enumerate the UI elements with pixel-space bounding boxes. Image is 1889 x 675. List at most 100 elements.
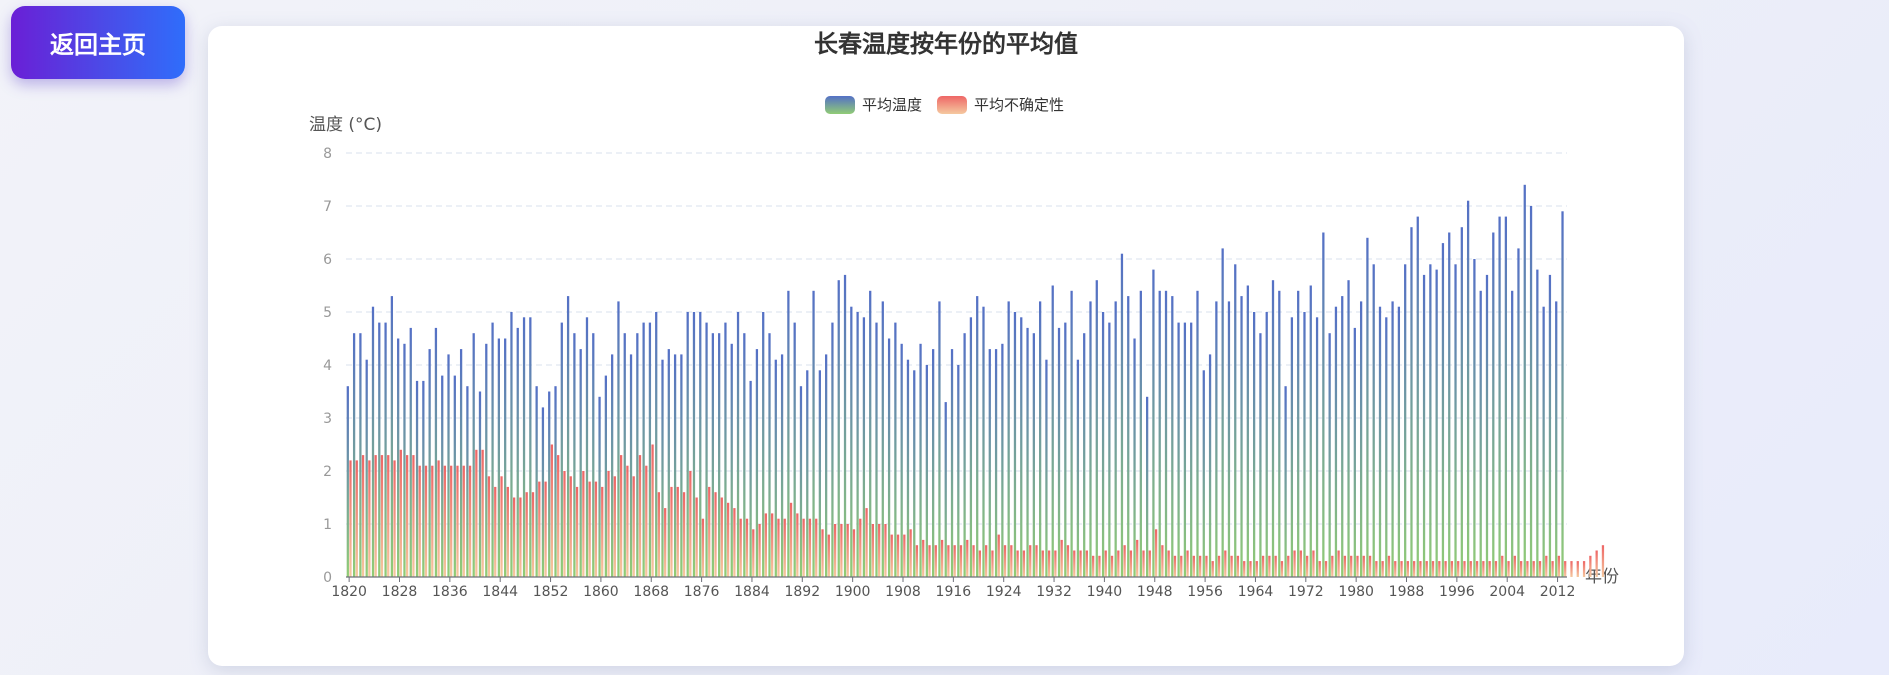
bar-temperature[interactable] xyxy=(1416,216,1419,577)
bar-temperature[interactable] xyxy=(560,322,563,577)
bar-uncertainty[interactable] xyxy=(374,455,377,577)
bar-uncertainty[interactable] xyxy=(884,524,887,577)
bar-temperature[interactable] xyxy=(384,322,387,577)
bar-uncertainty[interactable] xyxy=(752,529,755,577)
bar-temperature[interactable] xyxy=(887,338,891,578)
bar-temperature[interactable] xyxy=(365,359,368,577)
bar-temperature[interactable] xyxy=(680,354,683,577)
bar-uncertainty[interactable] xyxy=(1161,545,1164,577)
bar-temperature[interactable] xyxy=(1347,280,1350,577)
bar-uncertainty[interactable] xyxy=(1318,561,1321,577)
bar-temperature[interactable] xyxy=(812,290,815,577)
bar-temperature[interactable] xyxy=(1284,386,1287,577)
bar-uncertainty[interactable] xyxy=(1350,555,1353,577)
bar-temperature[interactable] xyxy=(774,359,777,577)
bar-uncertainty[interactable] xyxy=(966,539,969,577)
bar-temperature[interactable] xyxy=(1013,312,1017,577)
bar-temperature[interactable] xyxy=(1303,312,1306,577)
bar-uncertainty[interactable] xyxy=(865,508,868,577)
bar-temperature[interactable] xyxy=(1441,243,1445,577)
bar-temperature[interactable] xyxy=(598,396,601,577)
bar-temperature[interactable] xyxy=(894,322,897,577)
bar-uncertainty[interactable] xyxy=(1557,555,1561,577)
bar-temperature[interactable] xyxy=(1227,301,1231,577)
bar-uncertainty[interactable] xyxy=(1261,555,1265,577)
bar-uncertainty[interactable] xyxy=(1054,550,1057,578)
bar-uncertainty[interactable] xyxy=(1337,550,1340,578)
bar-temperature[interactable] xyxy=(862,317,866,577)
bar-uncertainty[interactable] xyxy=(890,534,893,577)
bar-uncertainty[interactable] xyxy=(1047,550,1051,578)
bar-temperature[interactable] xyxy=(755,349,759,577)
bar-temperature[interactable] xyxy=(749,380,752,577)
bar-uncertainty[interactable] xyxy=(997,534,1000,577)
bar-temperature[interactable] xyxy=(548,391,551,578)
bar-temperature[interactable] xyxy=(1422,274,1426,577)
bar-temperature[interactable] xyxy=(1202,370,1205,577)
bar-uncertainty[interactable] xyxy=(368,460,371,577)
bar-temperature[interactable] xyxy=(736,312,740,577)
bar-uncertainty[interactable] xyxy=(1035,545,1038,577)
bar-temperature[interactable] xyxy=(1183,322,1187,577)
bar-uncertainty[interactable] xyxy=(664,508,667,577)
bar-uncertainty[interactable] xyxy=(475,449,478,577)
bar-temperature[interactable] xyxy=(522,317,526,577)
bar-uncertainty[interactable] xyxy=(462,465,465,577)
bar-uncertainty[interactable] xyxy=(682,492,686,577)
bar-uncertainty[interactable] xyxy=(896,534,900,577)
bar-uncertainty[interactable] xyxy=(733,508,736,577)
bar-uncertainty[interactable] xyxy=(1299,550,1302,578)
bar-temperature[interactable] xyxy=(1328,333,1331,577)
bar-temperature[interactable] xyxy=(1297,290,1300,577)
bar-temperature[interactable] xyxy=(1404,264,1407,577)
bar-temperature[interactable] xyxy=(718,333,721,577)
bar-temperature[interactable] xyxy=(1504,216,1508,577)
bar-uncertainty[interactable] xyxy=(1324,561,1328,577)
bar-uncertainty[interactable] xyxy=(1280,561,1284,577)
bar-temperature[interactable] xyxy=(472,333,475,577)
bar-uncertainty[interactable] xyxy=(1287,555,1290,577)
bar-uncertainty[interactable] xyxy=(468,465,472,577)
bar-uncertainty[interactable] xyxy=(1079,550,1082,578)
bar-temperature[interactable] xyxy=(434,327,438,577)
bar-uncertainty[interactable] xyxy=(1142,550,1145,578)
bar-temperature[interactable] xyxy=(529,317,532,577)
bar-temperature[interactable] xyxy=(346,386,349,577)
bar-uncertainty[interactable] xyxy=(1217,555,1221,577)
bar-uncertainty[interactable] xyxy=(1173,555,1177,577)
bar-uncertainty[interactable] xyxy=(1589,555,1592,577)
bar-uncertainty[interactable] xyxy=(1331,555,1334,577)
legend-item-temperature[interactable]: 平均温度 xyxy=(825,96,922,114)
bar-uncertainty[interactable] xyxy=(676,486,679,577)
bar-uncertainty[interactable] xyxy=(1199,555,1202,577)
bar-temperature[interactable] xyxy=(799,386,803,577)
bar-uncertainty[interactable] xyxy=(1224,550,1227,578)
bar-uncertainty[interactable] xyxy=(1438,561,1441,577)
bar-temperature[interactable] xyxy=(1290,317,1294,577)
bar-uncertainty[interactable] xyxy=(1029,545,1032,577)
bar-uncertainty[interactable] xyxy=(1205,555,1208,577)
bar-uncertainty[interactable] xyxy=(1041,550,1044,578)
bar-temperature[interactable] xyxy=(1070,290,1073,577)
bar-temperature[interactable] xyxy=(1026,327,1029,577)
bar-temperature[interactable] xyxy=(692,312,696,577)
bar-temperature[interactable] xyxy=(1152,269,1155,577)
bar-temperature[interactable] xyxy=(994,349,998,577)
bar-uncertainty[interactable] xyxy=(1148,550,1151,578)
bar-temperature[interactable] xyxy=(504,338,507,578)
bar-uncertainty[interactable] xyxy=(1073,550,1076,578)
bar-temperature[interactable] xyxy=(869,290,872,577)
bar-temperature[interactable] xyxy=(1334,306,1338,577)
bar-uncertainty[interactable] xyxy=(758,524,761,577)
bar-temperature[interactable] xyxy=(1454,264,1457,577)
bar-uncertainty[interactable] xyxy=(1230,555,1233,577)
bar-temperature[interactable] xyxy=(793,322,796,577)
bar-temperature[interactable] xyxy=(447,354,450,577)
bar-uncertainty[interactable] xyxy=(903,534,906,577)
bar-uncertainty[interactable] xyxy=(1306,555,1309,577)
bar-temperature[interactable] xyxy=(1240,296,1243,577)
bar-temperature[interactable] xyxy=(1466,200,1470,577)
bar-temperature[interactable] xyxy=(1101,312,1105,577)
bar-temperature[interactable] xyxy=(1498,216,1501,577)
bar-temperature[interactable] xyxy=(1265,312,1268,577)
